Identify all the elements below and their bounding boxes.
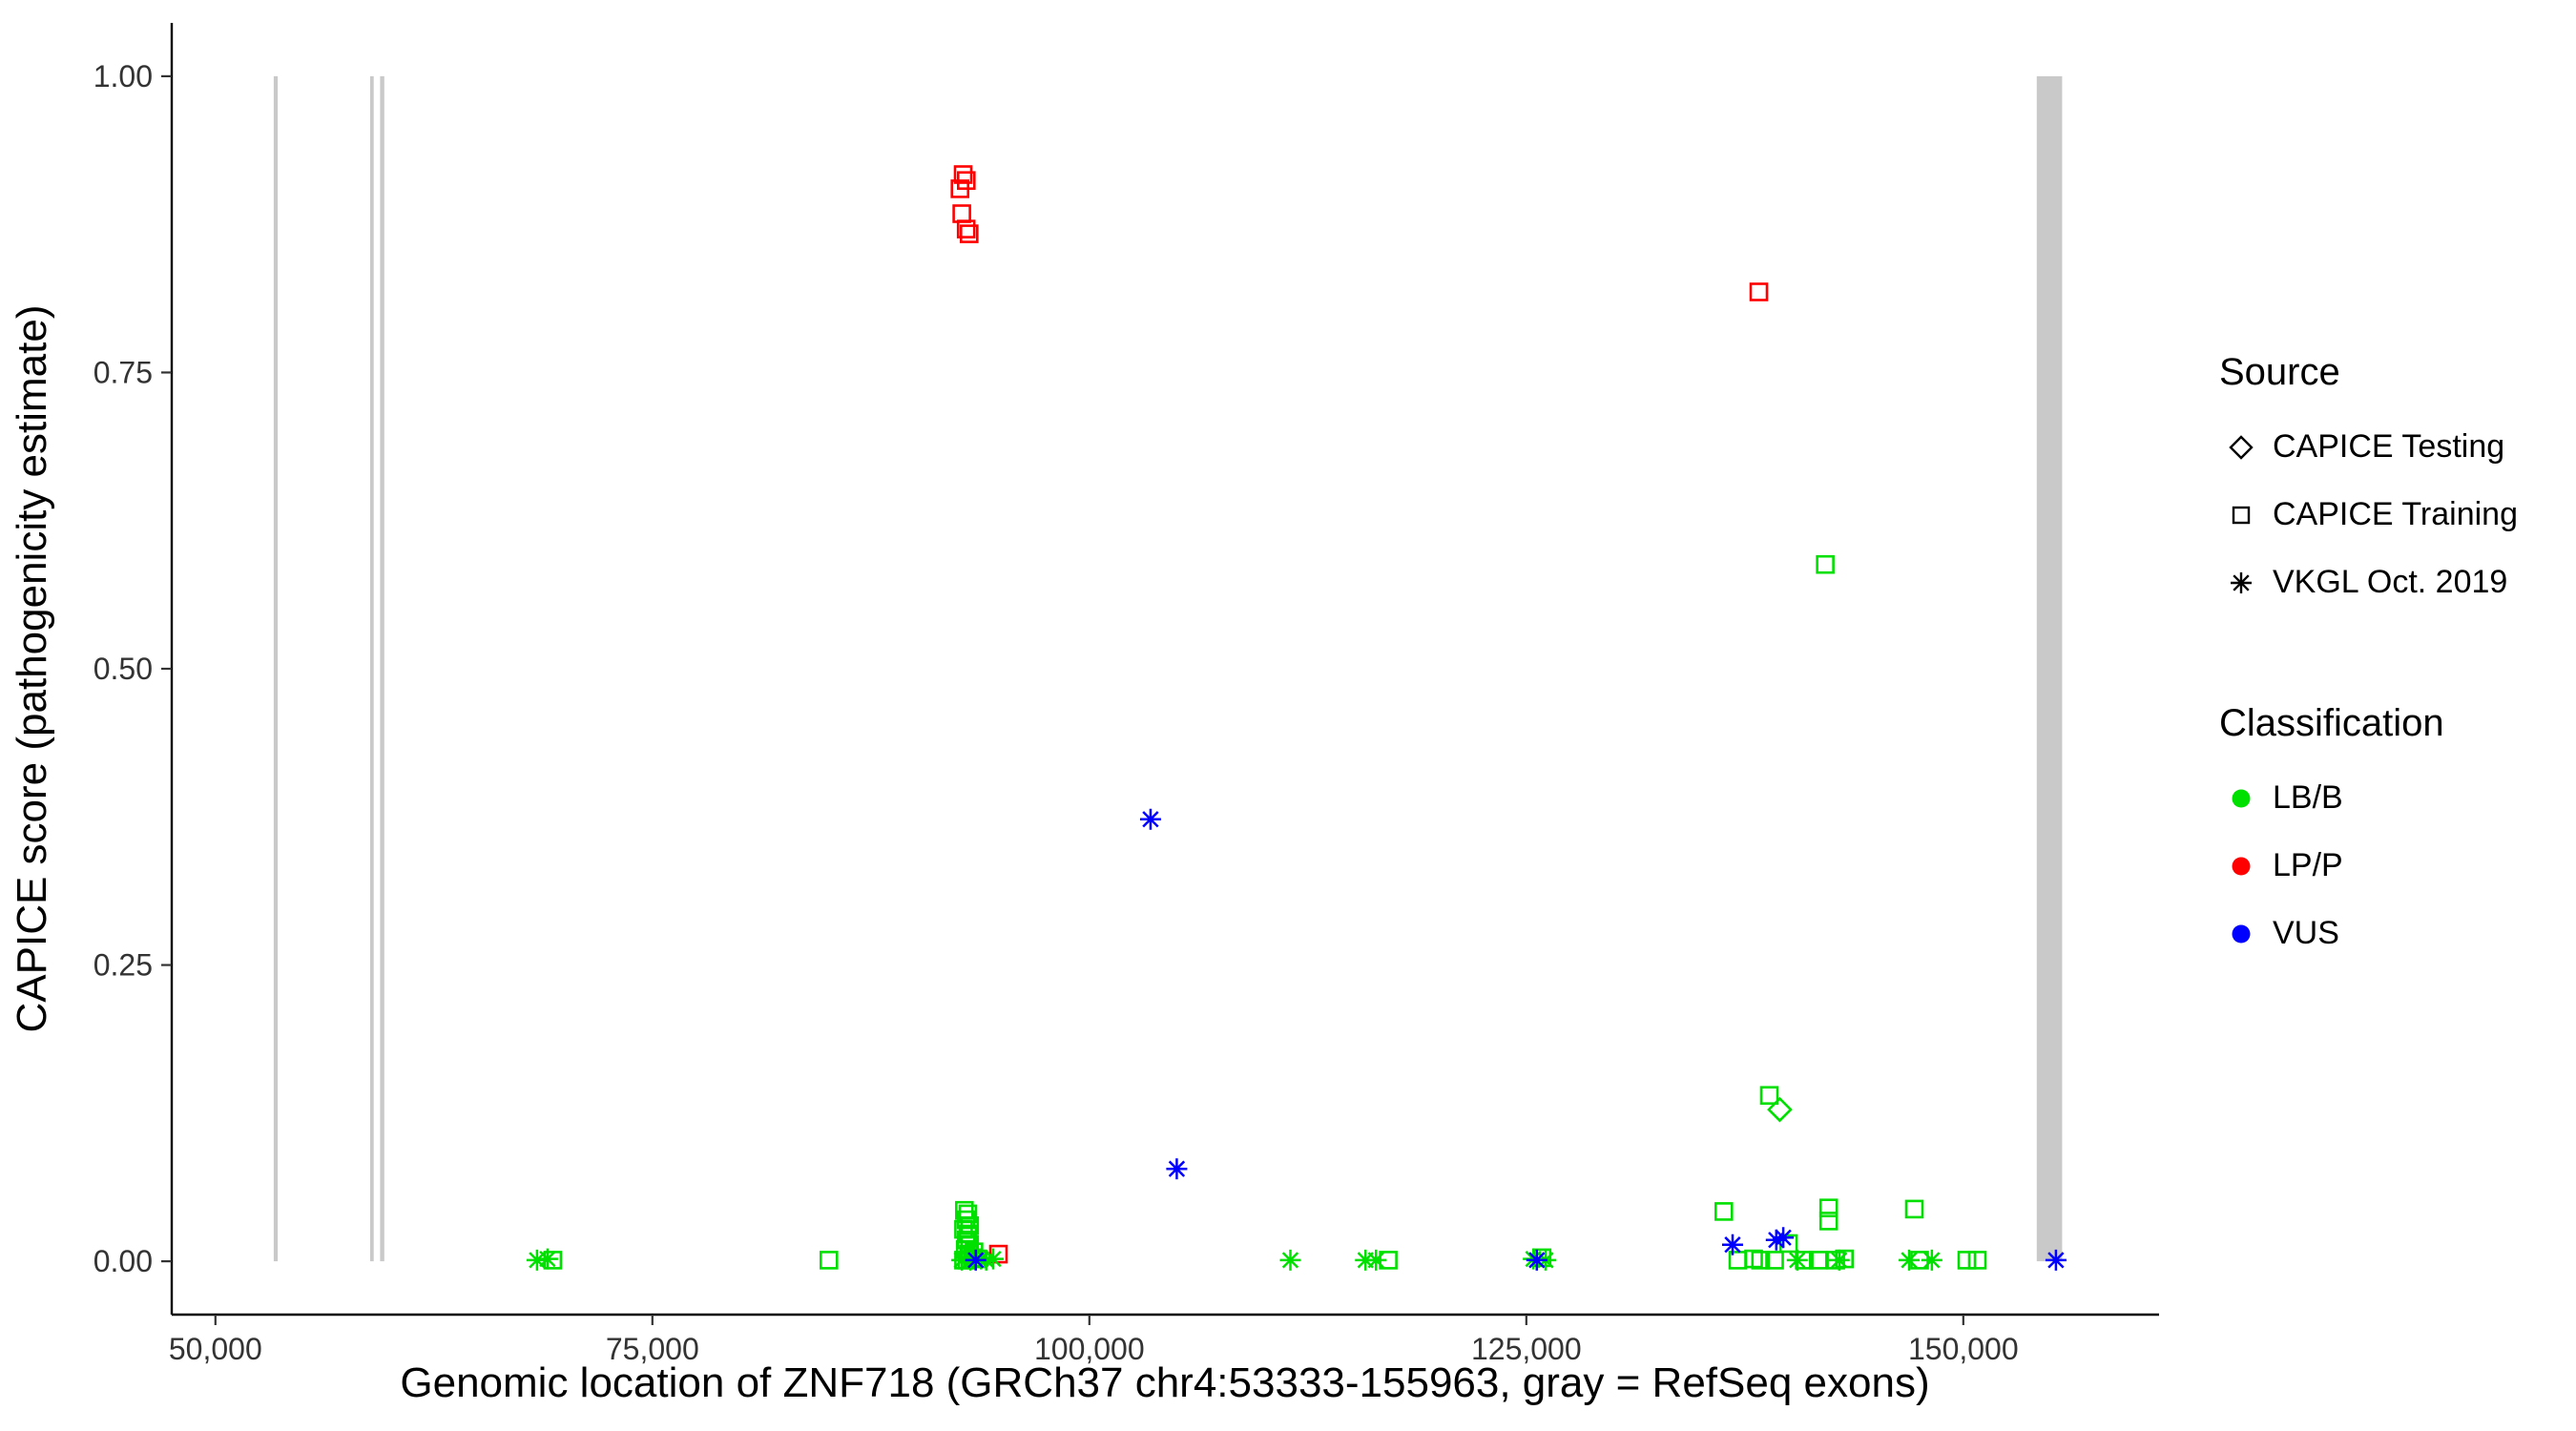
exon-bar xyxy=(380,75,384,1262)
x-tick-label: 50,000 xyxy=(169,1332,262,1366)
data-point xyxy=(1166,1158,1188,1180)
x-tick-label: 75,000 xyxy=(606,1332,699,1366)
data-point xyxy=(952,204,971,223)
data-points xyxy=(526,165,2067,1271)
vus-color-dot-icon xyxy=(2232,924,2251,943)
legend-group-classification: Classification LB/B LP/P VUS xyxy=(2219,702,2518,967)
data-point xyxy=(536,1248,558,1270)
y-tick-label: 0.50 xyxy=(93,652,153,686)
data-point xyxy=(1751,1251,1771,1270)
data-point xyxy=(959,224,979,243)
exon-bar xyxy=(369,75,374,1262)
x-tick-label: 100,000 xyxy=(1034,1332,1145,1366)
legend-source-title: Source xyxy=(2219,351,2340,393)
legend-item-label: VKGL Oct. 2019 xyxy=(2273,564,2508,600)
legend-item-label: LB/B xyxy=(2273,779,2343,816)
y-axis-title: CAPICE score (pathogenicity estimate) xyxy=(9,305,55,1033)
data-point xyxy=(965,1249,987,1271)
legend-group-source: Source CAPICE Testing CAPICE Training xyxy=(2219,351,2518,616)
data-point xyxy=(1786,1249,1808,1271)
data-point xyxy=(956,219,976,238)
data-point xyxy=(1818,1212,1839,1231)
refseq-exon-bars xyxy=(273,75,2063,1262)
exon-bar xyxy=(273,75,279,1262)
data-point xyxy=(1767,1096,1793,1123)
exon-bar xyxy=(2036,75,2063,1262)
x-tick-label: 125,000 xyxy=(1471,1332,1582,1366)
legend: Source CAPICE Testing CAPICE Training xyxy=(2219,351,2518,967)
data-point xyxy=(1759,1086,1779,1105)
legend-classification-title: Classification xyxy=(2219,702,2444,744)
axes: 50,000 75,000 100,000 125,000 150,000 0.00 0.2… xyxy=(93,23,2159,1366)
legend-item-lbb: LB/B xyxy=(2219,764,2518,832)
data-point xyxy=(1765,1251,1784,1270)
legend-item-label: CAPICE Testing xyxy=(2273,428,2505,465)
lpp-color-dot-icon xyxy=(2232,857,2251,875)
legend-item-lpp: LP/P xyxy=(2219,832,2518,900)
x-tick-label: 150,000 xyxy=(1908,1332,2019,1366)
data-point xyxy=(956,171,976,190)
legend-item-vus: VUS xyxy=(2219,900,2518,967)
data-point xyxy=(1828,1249,1850,1271)
legend-item-capice-training: CAPICE Training xyxy=(2219,481,2518,549)
data-point xyxy=(1773,1227,1795,1249)
data-point xyxy=(1749,282,1769,301)
y-tick-label: 0.00 xyxy=(93,1244,153,1278)
x-axis-title: Genomic location of ZNF718 (GRCh37 chr4:… xyxy=(400,1359,1929,1406)
data-point xyxy=(1721,1234,1743,1255)
data-point xyxy=(1365,1249,1387,1271)
data-point xyxy=(1835,1249,1854,1269)
data-point xyxy=(1139,808,1161,830)
diamond-icon xyxy=(2229,434,2254,460)
data-point xyxy=(1818,1198,1839,1217)
data-point xyxy=(819,1251,839,1270)
data-point xyxy=(1967,1251,1987,1270)
legend-item-label: CAPICE Training xyxy=(2273,496,2518,532)
y-tick-label: 0.25 xyxy=(93,948,153,983)
square-icon xyxy=(2232,506,2251,524)
data-point xyxy=(2045,1249,2067,1271)
data-point xyxy=(953,165,973,184)
data-point xyxy=(1921,1249,1942,1271)
data-point xyxy=(1279,1249,1301,1271)
data-point xyxy=(1899,1249,1921,1271)
lbb-color-dot-icon xyxy=(2232,789,2251,807)
legend-item-label: LP/P xyxy=(2273,847,2343,883)
asterisk-icon xyxy=(2231,571,2252,593)
data-point xyxy=(956,1210,976,1230)
legend-item-label: VUS xyxy=(2273,915,2339,951)
y-tick-label: 1.00 xyxy=(93,59,153,93)
data-point xyxy=(1526,1249,1548,1271)
data-point xyxy=(1714,1202,1734,1221)
data-point xyxy=(988,1244,1008,1264)
data-point xyxy=(1904,1199,1924,1219)
legend-item-vkgl: VKGL Oct. 2019 xyxy=(2219,549,2518,616)
data-point xyxy=(1957,1251,1977,1270)
data-point xyxy=(1816,554,1835,574)
legend-item-capice-testing: CAPICE Testing xyxy=(2219,413,2518,481)
y-tick-label: 0.75 xyxy=(93,355,153,389)
